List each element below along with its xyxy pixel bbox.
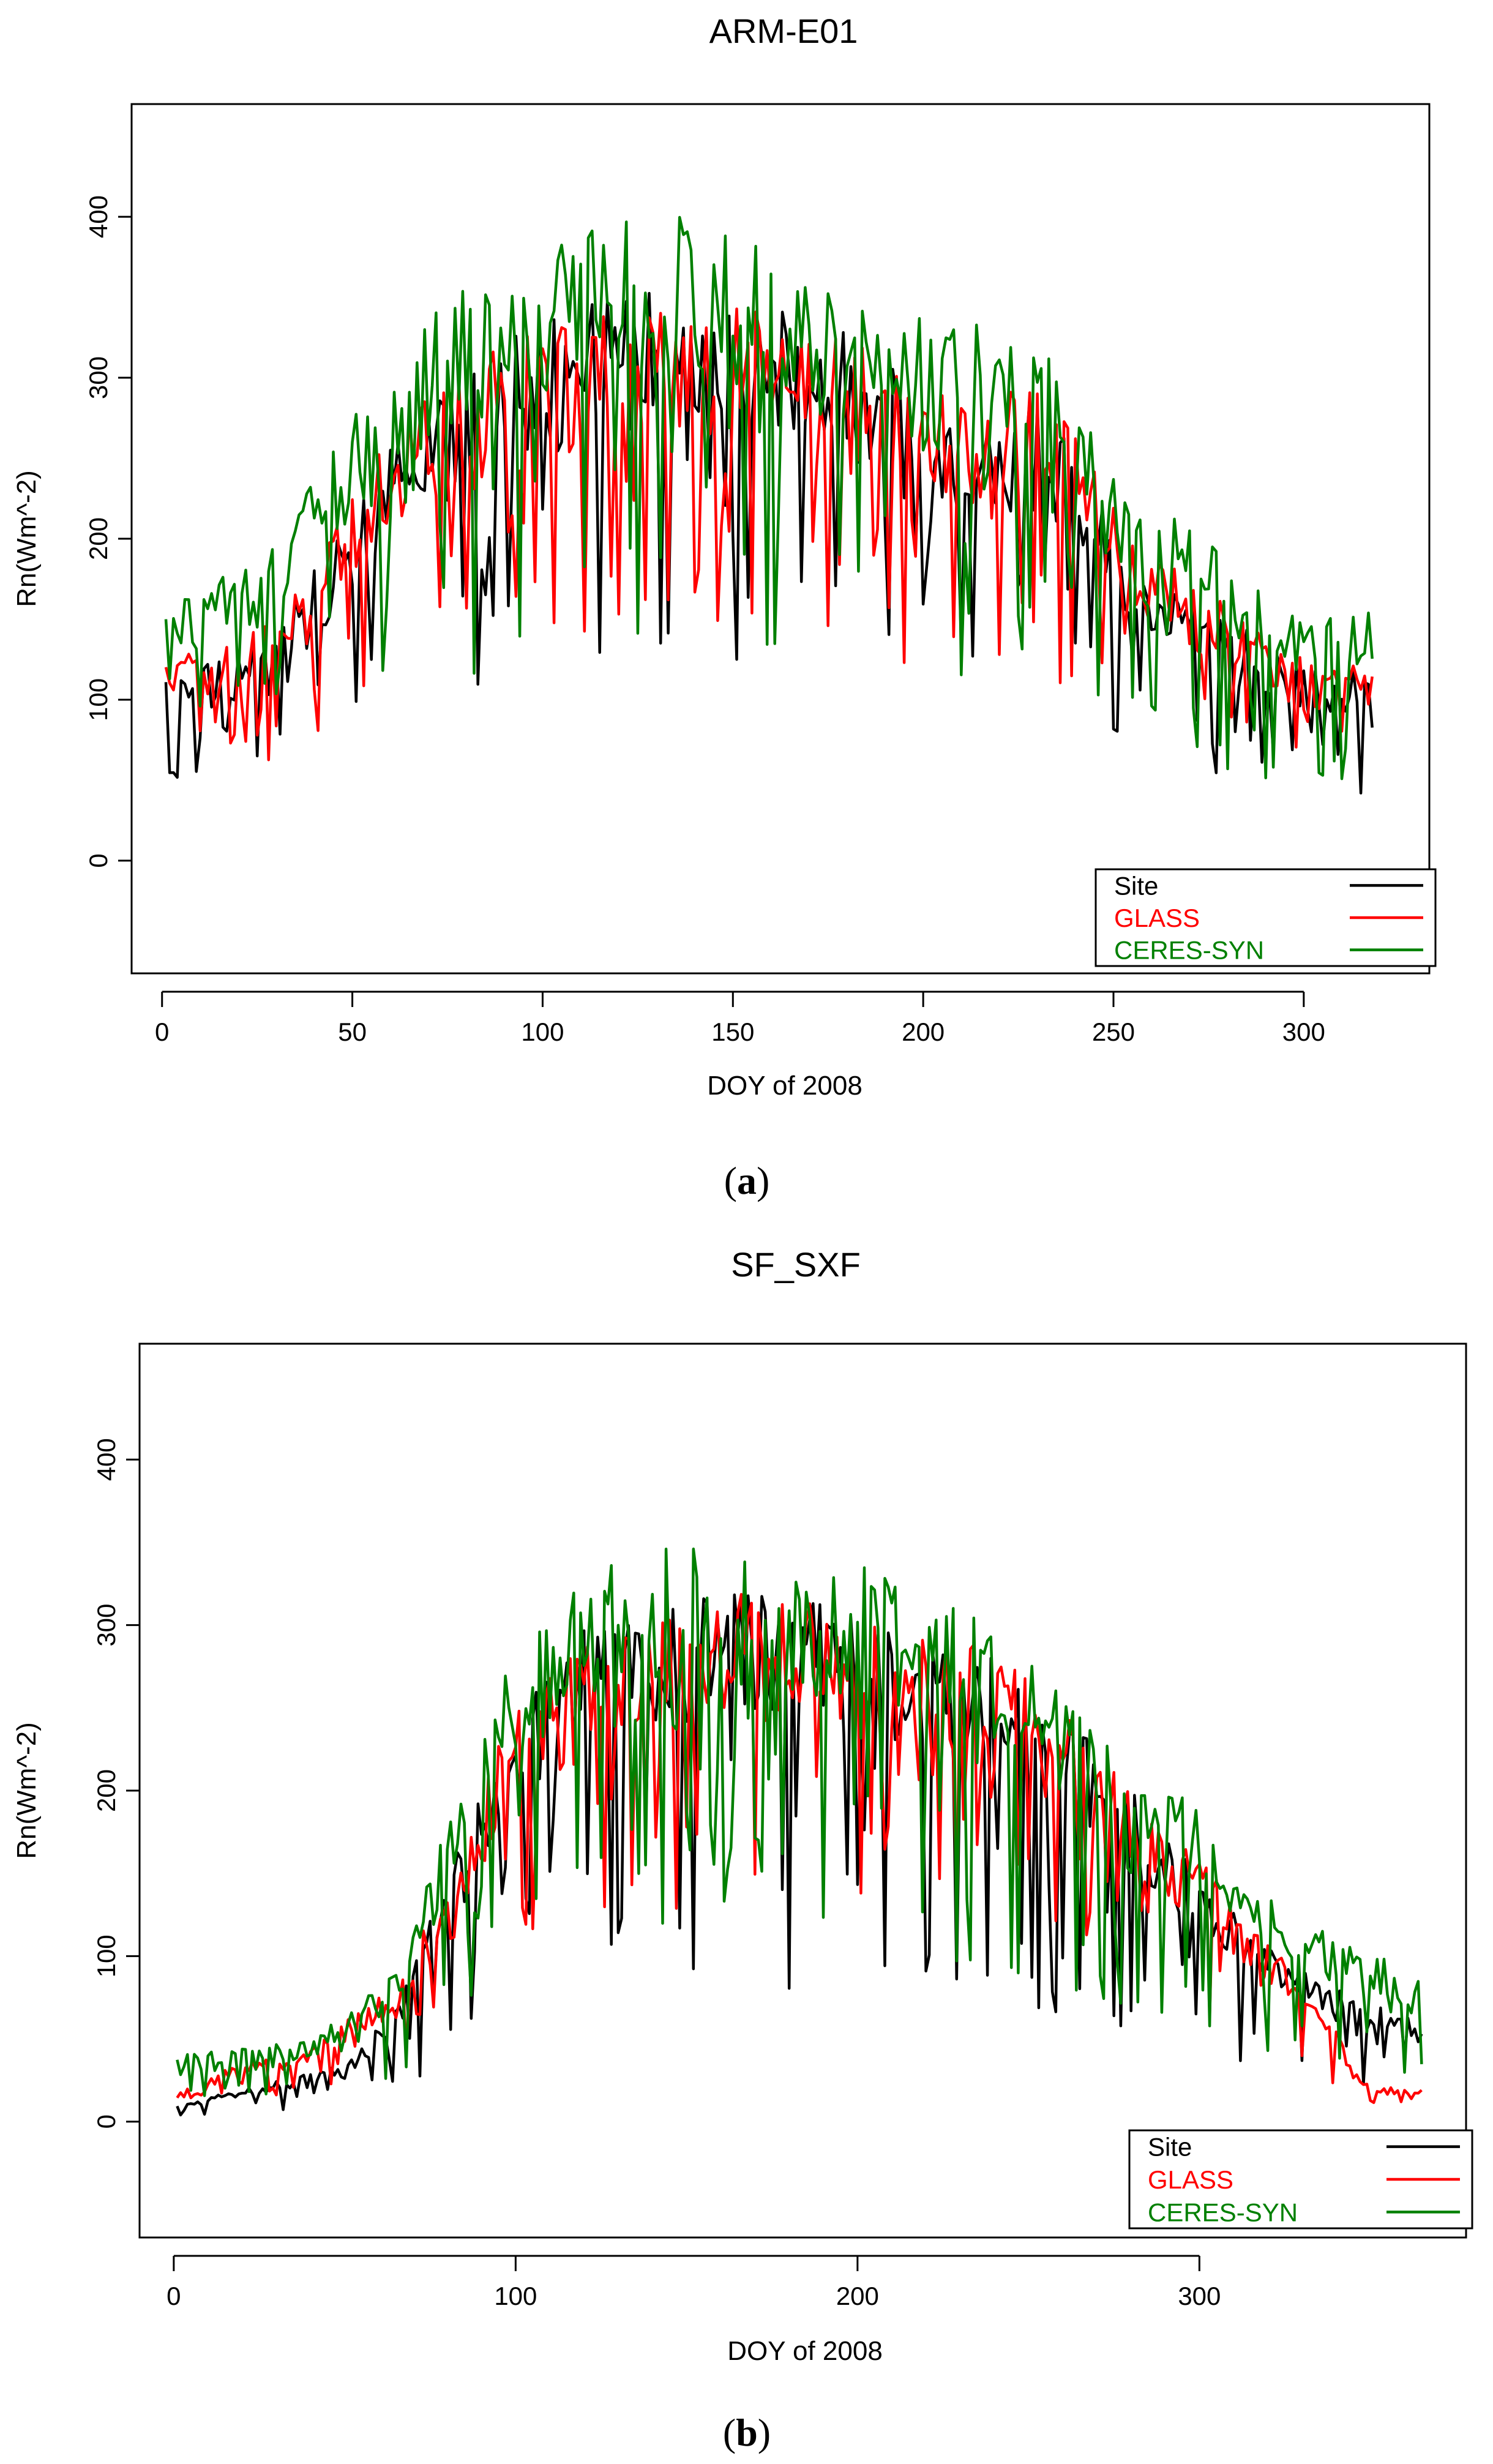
- y-tick-label: 300: [92, 1604, 121, 1647]
- y-axis-label-a: Rn(Wm^-2): [12, 470, 42, 607]
- y-tick-label: 200: [84, 517, 113, 560]
- series-glass-line: [176, 1593, 1423, 2104]
- series-ceres-syn-line: [176, 1548, 1423, 2097]
- x-tick-label: 250: [1092, 1017, 1135, 1046]
- x-tick-label: 300: [1178, 2282, 1221, 2310]
- x-axis-label-a: DOY of 2008: [707, 1071, 862, 1101]
- y-tick-label: 0: [84, 853, 113, 867]
- x-tick-label: 0: [167, 2282, 181, 2310]
- caption-b: (b): [723, 2411, 771, 2454]
- legend-label: GLASS: [1148, 2165, 1233, 2194]
- plot-lines-b: [176, 1548, 1423, 2117]
- x-tick-label: 0: [155, 1017, 169, 1046]
- x-tick-label: 300: [1282, 1017, 1325, 1046]
- caption-letter-b: b: [736, 2411, 758, 2454]
- legend-label: Site: [1114, 871, 1158, 900]
- caption-letter-a: a: [737, 1159, 757, 1202]
- x-tick-label: 50: [338, 1017, 367, 1046]
- legend-label: CERES-SYN: [1114, 936, 1264, 965]
- legend-a: Site GLASS CERES-SYN: [1094, 868, 1437, 967]
- y-tick-label: 300: [84, 356, 113, 399]
- y-axis-a: 0 100 200 300 400: [84, 195, 132, 868]
- panel-a: ARM-E01 0 100 200 300 400 0 50 100 150 200 250 300…: [12, 12, 1437, 1202]
- x-tick-label: 200: [836, 2282, 879, 2310]
- legend-label: Site: [1148, 2133, 1192, 2162]
- x-axis-label-b: DOY of 2008: [727, 2336, 883, 2366]
- y-axis-label-b: Rn(Wm^-2): [12, 1722, 42, 1859]
- y-tick-label: 100: [84, 678, 113, 721]
- legend-label: GLASS: [1114, 904, 1200, 932]
- y-axis-b: 0 100 200 300 400: [92, 1438, 140, 2129]
- legend-b: Site GLASS CERES-SYN: [1128, 2129, 1473, 2230]
- x-tick-label: 100: [494, 2282, 537, 2310]
- x-tick-label: 150: [711, 1017, 754, 1046]
- panel-b: SF_SXF 0 100 200 300 400 0 100 200 300 DOY of 2…: [12, 1245, 1473, 2454]
- chart-title-a: ARM-E01: [709, 12, 858, 50]
- plot-frame-b: [138, 1342, 1467, 2239]
- x-tick-label: 100: [521, 1017, 564, 1046]
- legend-label: CERES-SYN: [1148, 2198, 1298, 2226]
- chart-title-b: SF_SXF: [731, 1245, 861, 1284]
- y-tick-label: 400: [92, 1438, 121, 1481]
- y-tick-label: 0: [92, 2114, 121, 2129]
- series-site-line: [176, 1593, 1423, 2117]
- caption-a: (a): [724, 1159, 770, 1202]
- y-tick-label: 200: [92, 1769, 121, 1812]
- x-axis-b: 0 100 200 300: [167, 2255, 1221, 2310]
- plot-lines-a: [164, 215, 1374, 795]
- y-tick-label: 400: [84, 195, 113, 238]
- series-ceres-syn-line: [164, 215, 1374, 781]
- y-tick-label: 100: [92, 1934, 121, 1977]
- x-axis-a: 0 50 100 150 200 250 300: [155, 990, 1325, 1046]
- x-tick-label: 200: [902, 1017, 945, 1046]
